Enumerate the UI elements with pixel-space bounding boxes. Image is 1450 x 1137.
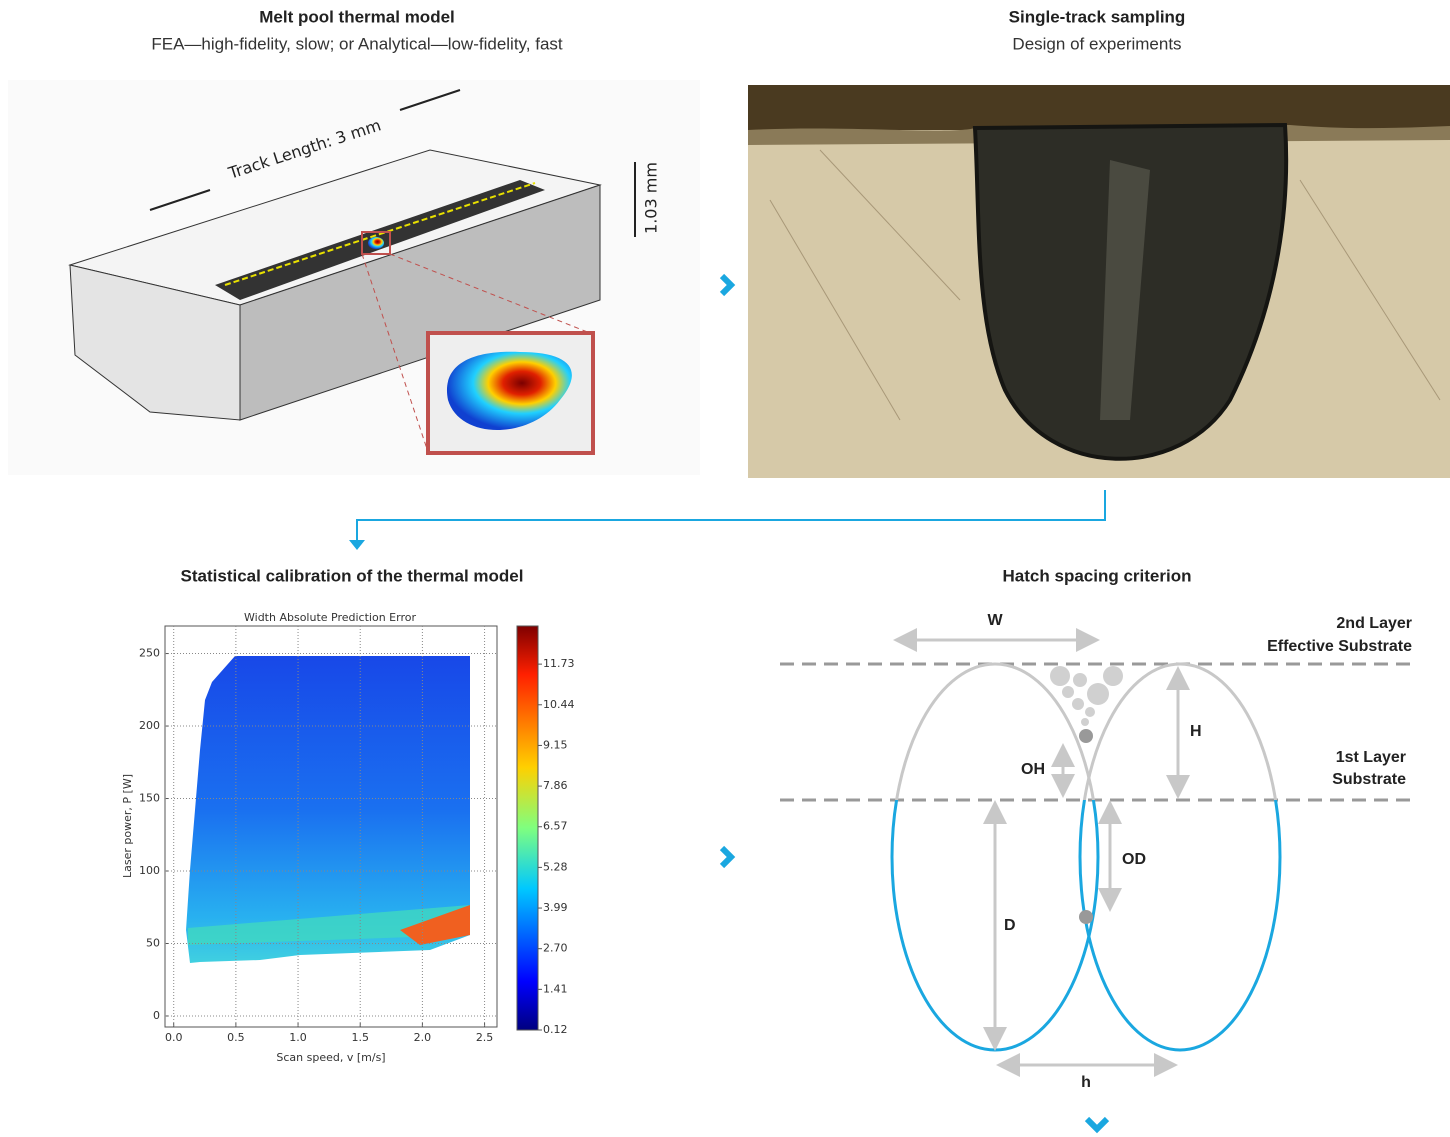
layer-label: Effective Substrate — [1267, 638, 1412, 655]
y-tick-label: 250 — [139, 647, 160, 660]
x-axis-label: Scan speed, v [m/s] — [276, 1051, 385, 1064]
colorbar-tick-label: 5.28 — [543, 860, 568, 873]
dimension-label: D — [1004, 917, 1016, 934]
dimension-label: OD — [1122, 851, 1146, 868]
panel-subtitle: Design of experiments — [1012, 34, 1181, 53]
flow-arrow — [1087, 1119, 1107, 1129]
connector-head — [349, 540, 365, 550]
x-tick-label: 0.5 — [227, 1031, 245, 1044]
x-tick-label: 0.0 — [165, 1031, 183, 1044]
y-tick-label: 0 — [153, 1009, 160, 1022]
dimension-label: H — [1190, 723, 1202, 740]
panel-title: Hatch spacing criterion — [1003, 566, 1192, 585]
colorbar-tick-label: 2.70 — [543, 942, 568, 955]
layer-label: Substrate — [1332, 771, 1406, 788]
colorbar-tick-label: 9.15 — [543, 738, 568, 751]
fea-image: Track Length: 3 mm 1.03 mm — [8, 80, 700, 475]
x-tick-label: 2.5 — [476, 1031, 494, 1044]
flow-arrow — [722, 276, 731, 294]
colorbar-tick-label: 0.12 — [543, 1023, 568, 1036]
colorbar-tick-label: 1.41 — [543, 982, 568, 995]
y-tick-label: 50 — [146, 936, 160, 949]
layer-label: 2nd Layer — [1336, 615, 1412, 632]
colorbar-tick-label: 7.86 — [543, 779, 568, 792]
y-tick-label: 200 — [139, 719, 160, 732]
page: Melt pool thermal model FEA—high-fidelit… — [0, 0, 1450, 1137]
colorbar-tick-label: 11.73 — [543, 657, 575, 670]
plot-title: Width Absolute Prediction Error — [244, 611, 416, 624]
x-tick-label: 1.0 — [289, 1031, 307, 1044]
flow-arrow — [722, 848, 731, 866]
y-axis-label: Laser power, P [W] — [121, 774, 134, 878]
contour-plot: Width Absolute Prediction Error Scan spe… — [121, 611, 575, 1064]
hatch-diagram: W 2nd Layer Effective Substrate H OH 1st… — [780, 612, 1415, 1091]
layer-label: 1st Layer — [1336, 749, 1406, 766]
panel-title: Single-track sampling — [1009, 7, 1186, 26]
dimension-label: h — [1081, 1074, 1091, 1091]
y-tick-label: 150 — [139, 792, 160, 805]
dimension-label: W — [987, 612, 1003, 629]
colorbar-tick-label: 3.99 — [543, 901, 568, 914]
annotation: 1.03 mm — [642, 162, 661, 234]
panel-subtitle: FEA—high-fidelity, slow; or Analytical—l… — [151, 34, 563, 53]
x-tick-label: 2.0 — [414, 1031, 432, 1044]
panel-title: Melt pool thermal model — [259, 7, 455, 26]
panel-title: Statistical calibration of the thermal m… — [181, 566, 524, 585]
y-tick-label: 100 — [139, 864, 160, 877]
connector — [357, 490, 1105, 540]
colorbar — [517, 626, 538, 1030]
x-tick-label: 1.5 — [351, 1031, 369, 1044]
micrograph-image — [748, 85, 1450, 478]
colorbar-tick-label: 6.57 — [543, 820, 568, 833]
colorbar-tick-label: 10.44 — [543, 698, 575, 711]
dimension-label: OH — [1021, 761, 1045, 778]
